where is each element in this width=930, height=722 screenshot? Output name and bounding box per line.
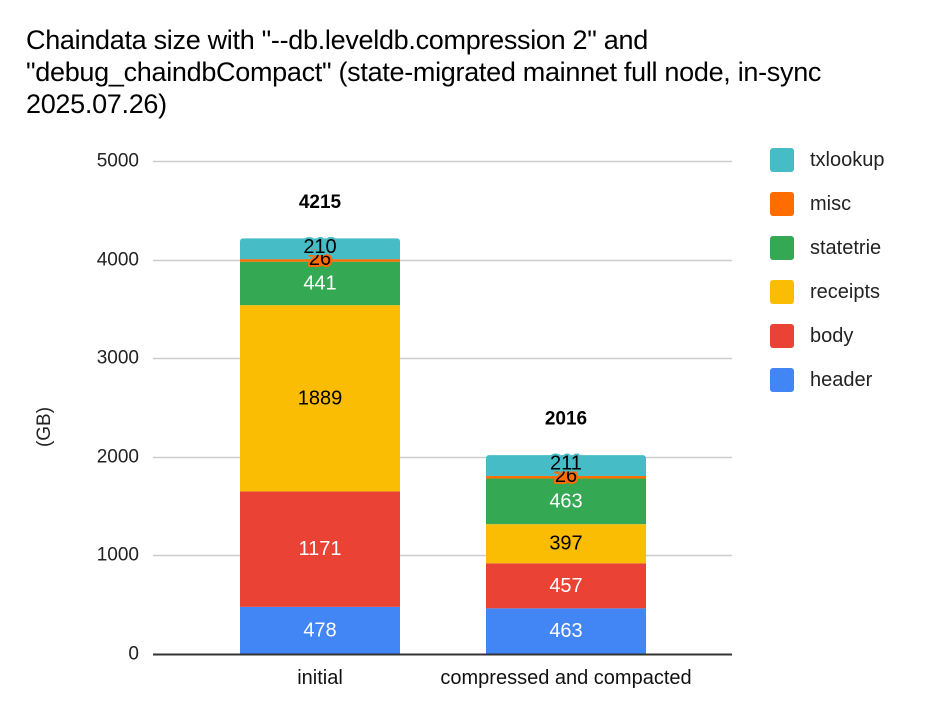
data-label-header: 478 <box>303 619 336 641</box>
data-label-receipts: 397 <box>549 533 582 555</box>
legend-item-misc[interactable]: misc <box>770 192 851 216</box>
legend-item-receipts[interactable]: receipts <box>770 280 880 304</box>
y-tick-label: 2000 <box>97 447 139 468</box>
legend-item-header[interactable]: header <box>770 368 873 392</box>
y-axis-label: (GB) <box>34 407 55 447</box>
bar-segment-header <box>486 608 646 654</box>
data-label-header: 463 <box>549 620 582 642</box>
total-label: 4215 <box>299 192 342 213</box>
bar-segment-statetrie <box>240 261 400 306</box>
y-tick-label: 4000 <box>97 250 139 271</box>
legend-label: body <box>810 325 853 347</box>
data-label-statetrie: 463 <box>549 490 582 512</box>
legend-swatch <box>770 236 794 260</box>
legend-swatch <box>770 280 794 304</box>
legend-swatch <box>770 148 794 172</box>
x-axis-ticks: initial compressed and compacted <box>297 667 691 689</box>
data-label-body: 1171 <box>298 538 341 560</box>
total-label: 2016 <box>545 409 587 430</box>
y-tick-label: 3000 <box>97 348 139 369</box>
bar-segment-receipts <box>240 305 400 492</box>
legend-item-txlookup[interactable]: txlookup <box>770 148 885 172</box>
bar-segment-statetrie <box>486 478 646 525</box>
data-label-txlookup: 211 <box>550 453 582 475</box>
legend-label: txlookup <box>810 149 885 171</box>
legend-label: receipts <box>810 281 880 303</box>
legend-swatch <box>770 192 794 216</box>
legend: txlookup misc statetrie receipts body header <box>770 148 885 392</box>
bar-segment-misc <box>486 475 646 479</box>
legend-swatch <box>770 324 794 348</box>
legend-item-statetrie[interactable]: statetrie <box>770 236 881 260</box>
data-label-misc: 26 <box>555 465 577 487</box>
bar-segment-receipts <box>486 524 646 564</box>
legend-label: statetrie <box>810 237 881 259</box>
y-tick-label: 1000 <box>97 545 139 566</box>
data-label-body: 457 <box>549 575 582 597</box>
legend-item-body[interactable]: body <box>770 324 853 348</box>
y-axis-ticks: 0 1000 2000 3000 4000 5000 <box>97 151 139 665</box>
data-label-misc: 26 <box>309 248 331 270</box>
legend-label: misc <box>810 193 851 215</box>
bar-segment-body <box>486 563 646 609</box>
bar-segment-header <box>240 606 400 654</box>
data-label-txlookup: 210 <box>303 236 336 258</box>
bars: 4781171188944126210421546345739746326211… <box>240 192 646 654</box>
chart-title: Chaindata size with "--db.leveldb.compre… <box>26 25 822 119</box>
legend-swatch <box>770 368 794 392</box>
legend-label: header <box>810 369 873 391</box>
data-label-statetrie: 441 <box>303 272 336 294</box>
x-tick-label: compressed and compacted <box>440 667 691 689</box>
data-label-receipts: 1889 <box>298 387 343 409</box>
y-tick-label: 0 <box>128 644 139 665</box>
bar-segment-fill <box>240 248 400 260</box>
bar-segment-misc <box>240 259 400 262</box>
bar-segment-body <box>240 491 400 607</box>
bar-segment-fill <box>486 465 646 476</box>
x-tick-label: initial <box>297 667 343 689</box>
y-tick-label: 5000 <box>97 151 139 172</box>
